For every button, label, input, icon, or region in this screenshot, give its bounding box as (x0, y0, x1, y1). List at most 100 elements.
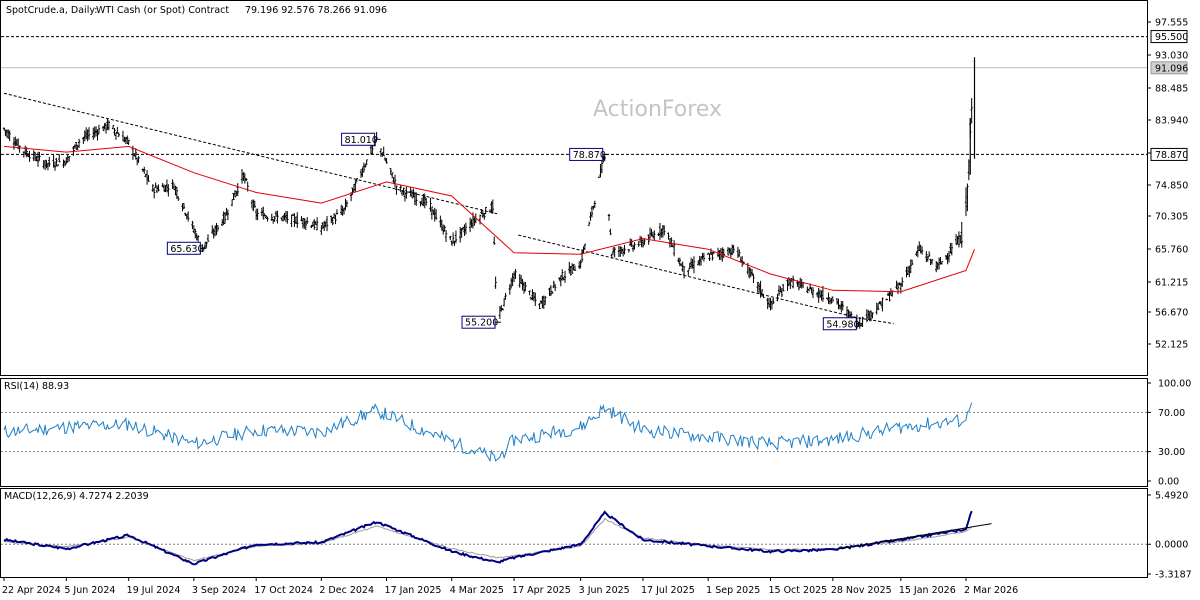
price-bar (732, 245, 735, 254)
price-bar (777, 285, 781, 296)
price-trendline-2 (858, 317, 894, 325)
price-bar (895, 280, 898, 290)
price-bar (811, 287, 815, 299)
price-bar (569, 265, 572, 276)
price-bar (502, 298, 506, 307)
price-bar (171, 179, 174, 189)
price-bar (610, 253, 614, 259)
price-bar (772, 298, 775, 305)
price-bar (84, 127, 88, 140)
price-bar (264, 215, 268, 219)
price-bar (726, 247, 730, 256)
x-tick-label: 4 Mar 2025 (450, 585, 504, 596)
price-bar (196, 235, 200, 242)
price-bar (331, 216, 334, 226)
price-bar (313, 219, 316, 230)
price-bar (335, 209, 339, 215)
price-bar (322, 220, 326, 232)
price-bar (439, 215, 442, 228)
price-bar (280, 217, 283, 221)
price-bar (325, 216, 329, 232)
price-bar (702, 252, 706, 262)
price-bar (558, 277, 561, 281)
price-bar (191, 220, 194, 230)
price-bar (587, 221, 591, 226)
price-bar (444, 230, 448, 242)
price-bar (415, 192, 418, 206)
price-bar (657, 232, 660, 237)
price-bar (682, 266, 686, 279)
price-bar (806, 286, 809, 294)
price-bar (906, 266, 910, 276)
price-bar (830, 297, 833, 304)
price-bar (544, 296, 547, 305)
price-bar (619, 246, 622, 257)
price-bar (232, 192, 235, 200)
price-bar (946, 253, 949, 265)
price-bar (92, 127, 95, 140)
price-bar (910, 259, 914, 266)
price-bar (65, 157, 68, 165)
price-bar (800, 278, 803, 289)
price-bar (553, 284, 557, 292)
price-bar (876, 303, 880, 311)
price-bar (330, 215, 333, 224)
price-bar (752, 274, 755, 284)
price-bar (276, 210, 279, 224)
price-bar (185, 214, 188, 220)
price-bar (528, 290, 531, 296)
price-bar (478, 214, 482, 225)
price-bar (281, 215, 285, 222)
price-bar (104, 123, 108, 134)
price-bar (561, 269, 564, 281)
price-bar (127, 139, 130, 145)
price-bar (449, 235, 452, 241)
rsi-tick-label: 0.00 (1158, 477, 1179, 488)
price-bar (524, 281, 527, 292)
x-tick-label: 3 Jun 2025 (579, 585, 630, 596)
rsi-title: RSI(14) 88.93 (4, 381, 69, 392)
price-bar (82, 136, 85, 144)
callout-65-630: 65.630 (166, 241, 207, 255)
price-bar (134, 148, 137, 160)
price-bar (72, 145, 75, 156)
price-bar (697, 260, 700, 266)
price-bar (782, 284, 785, 292)
price-bar (250, 199, 254, 209)
price-bar (236, 183, 239, 196)
callout-box (166, 241, 201, 255)
price-bar (940, 261, 944, 265)
price-bar (927, 251, 931, 257)
price-bar (304, 220, 307, 231)
price-bar (461, 226, 465, 231)
price-bar (670, 237, 673, 248)
price-bar (405, 186, 408, 199)
price-bar (797, 282, 801, 291)
price-bar (345, 200, 349, 208)
price-bar (663, 225, 666, 236)
price-bar (66, 155, 69, 163)
price-bar (831, 296, 835, 302)
price-bar (827, 292, 830, 305)
price-bar (253, 200, 256, 208)
price-bar (964, 187, 968, 216)
price-bar (970, 98, 973, 124)
callout-label: 65.630 (170, 244, 203, 255)
price-bar (551, 290, 554, 294)
macd-tick-label: 0.0000 (1155, 540, 1188, 551)
price-bar (925, 251, 928, 263)
price-bar (661, 225, 665, 238)
price-bar (8, 130, 11, 142)
price-bar (352, 183, 356, 192)
price-bar (451, 232, 455, 244)
price-bar (262, 206, 265, 220)
level-label-78-870: 78.870 (1155, 150, 1188, 161)
price-bar (443, 225, 446, 232)
callout-label: 55.200 (465, 318, 498, 329)
price-bar (901, 277, 904, 287)
price-bar (488, 209, 492, 213)
price-bar (947, 250, 951, 263)
price-bar (838, 304, 842, 310)
price-bar (740, 256, 744, 267)
price-bar (430, 206, 434, 220)
